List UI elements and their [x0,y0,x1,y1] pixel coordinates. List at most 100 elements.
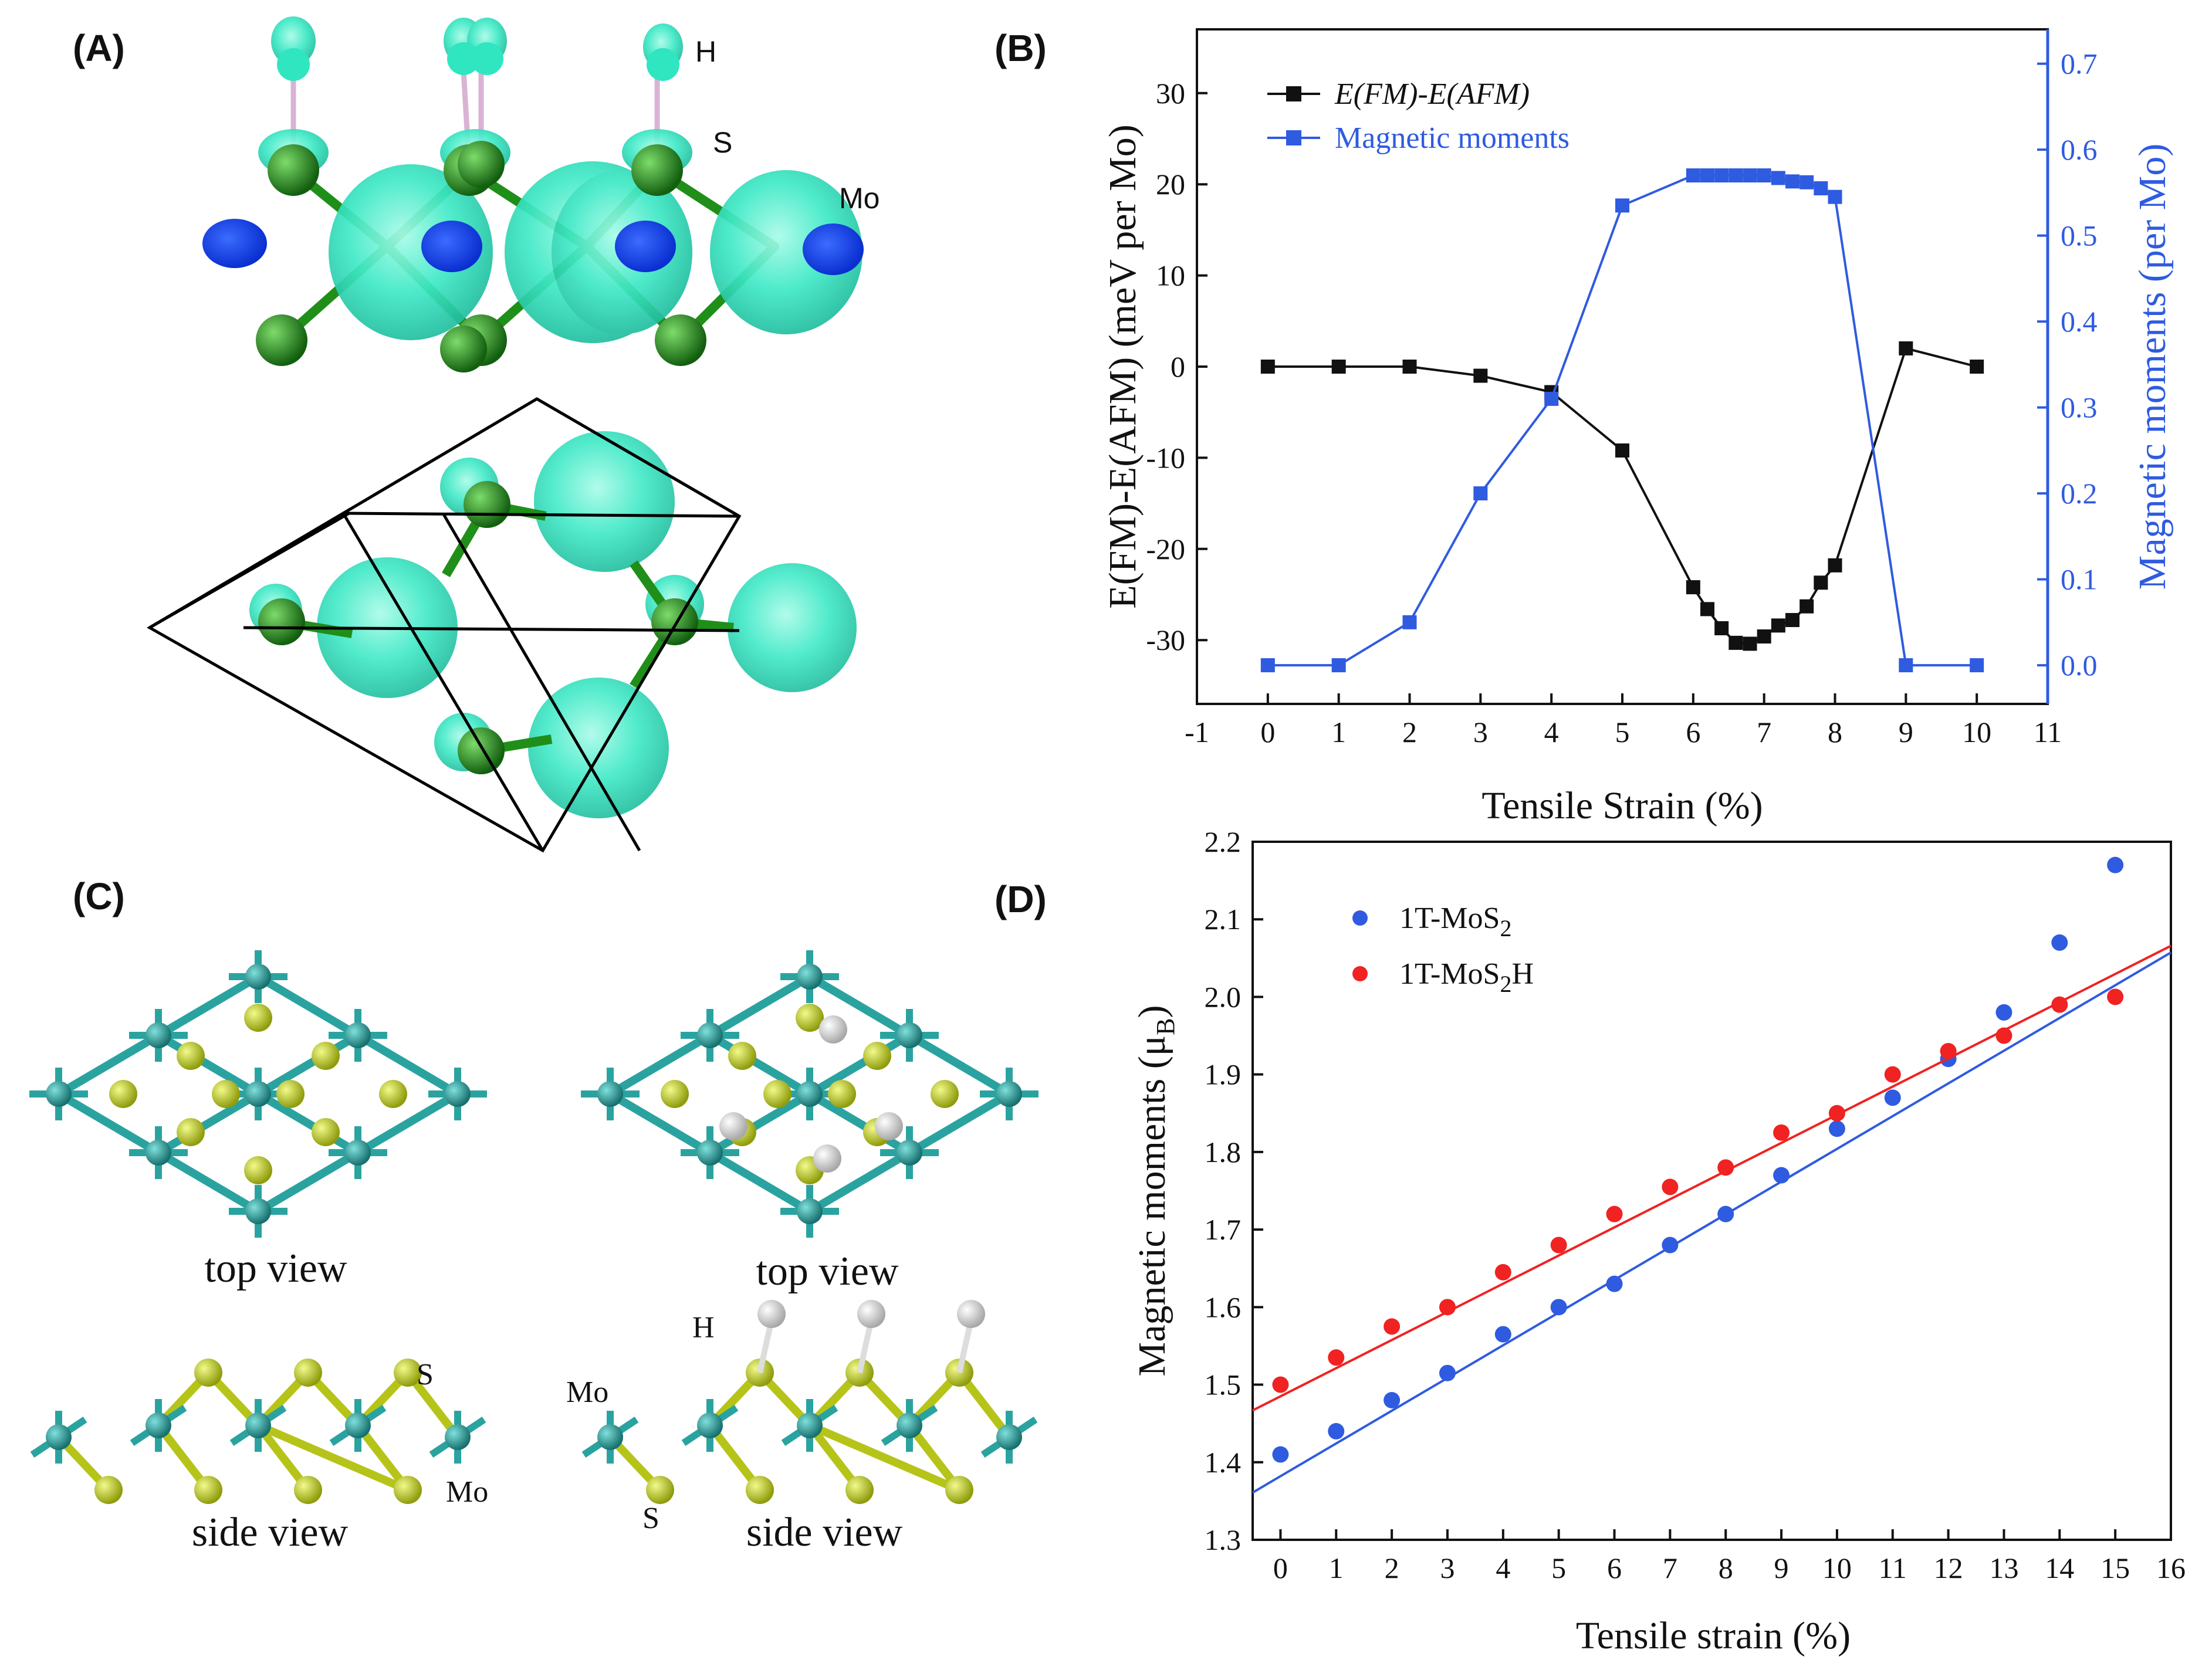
b-ytick-label-6: 30 [1156,77,1185,110]
mo-mo-bond [708,1031,812,1098]
b-ytick-label-3: 0 [1171,350,1185,383]
b-point-1-13 [1785,174,1800,189]
chart-d-y-title-sub: B [1151,1018,1180,1035]
b-point-1-6 [1686,168,1700,183]
s-atom [828,1080,856,1108]
legend-d-label-0-main: 1T-MoS [1399,902,1500,935]
b-ytick-right-label-0: 0.0 [2061,649,2098,682]
d-point-1-6 [1606,1205,1623,1222]
b-xtick-label-12: 11 [2034,716,2062,748]
s-atom [276,1080,305,1108]
d-point-0-13 [1995,1004,2012,1021]
b-ytick-right-label-3: 0.3 [2061,391,2098,424]
h-atom [957,1300,985,1328]
b-point-0-0 [1260,360,1275,374]
mo-atom [697,1413,723,1438]
s-h-bond [956,1319,974,1374]
view-label-side-right: side view [746,1510,903,1555]
view-label-top-right: top view [756,1249,898,1294]
s-atom [194,1476,222,1504]
mo-mo-bond [156,1031,261,1098]
d-xtick-label-15: 15 [2100,1552,2130,1584]
s-atom [379,1080,407,1108]
mo-atom [797,1413,823,1438]
s-atom [646,1476,674,1504]
mo-mo-bond [608,1031,712,1098]
s-h-bond [757,1319,774,1374]
mo-atom [245,1198,271,1224]
mo-mo-bond [156,1149,261,1215]
mo-mo-bond [256,1149,360,1215]
d-point-1-11 [1884,1066,1901,1083]
s-atom [212,1080,240,1108]
b-point-0-3 [1473,368,1488,383]
s-atom [177,1118,205,1146]
chart-b-x-axis: -1 0 1 2 3 4 5 6 7 8 9 10 11 [1185,693,2062,748]
chart-b-y-title-right: Magnetic moments (per Mo) [2131,144,2174,590]
s-atom [312,1042,340,1070]
b-point-0-11 [1757,629,1771,643]
d-point-0-7 [1662,1237,1679,1254]
d-xtick-label-2: 2 [1385,1552,1399,1584]
b-xtick-label-0: -1 [1185,716,1209,748]
chart-b-y-axis-left: -30 -20 -10 0 10 20 30 [1146,77,1207,656]
d-xtick-label-8: 8 [1719,1552,1733,1584]
d-point-0-15 [2107,856,2124,873]
mo-atom [46,1424,72,1450]
b-point-1-14 [1800,175,1814,189]
mo-mo-bond [708,1090,812,1157]
s-atom [294,1359,322,1387]
chart-d-y-title: Magnetic moments (μB) [1131,1005,1180,1377]
atom-label-s-right: S [642,1502,659,1535]
legend-b-marker-1 [1286,130,1301,145]
chart-d-x-axis: 0 1 2 3 4 5 6 7 8 9 10 11 12 13 14 15 16 [1273,1529,2186,1584]
panel-c-label: (C) [73,875,125,917]
panel-a: (A) [73,16,880,853]
d-xtick-label-4: 4 [1496,1552,1510,1584]
b-point-0-10 [1743,636,1757,651]
atom-label-h: H [695,35,716,68]
chart-b-x-title: Tensile Strain (%) [1481,784,1763,827]
d-point-1-9 [1773,1124,1790,1141]
mo-mo-bond [807,1090,912,1157]
mo-atom [996,1424,1022,1450]
b-point-0-13 [1785,613,1800,628]
mo-mo-bond [907,1031,1012,1098]
b-series-line-0 [1267,347,1977,645]
mo-mo-bond [608,1090,712,1157]
mo-cores [202,219,864,275]
d-ytick-label-1: 1.4 [1205,1446,1242,1479]
d-xtick-label-6: 6 [1607,1552,1622,1584]
s-atom [109,1080,137,1108]
mo-mo-bond [156,973,261,1039]
d-fit-line-1 [1252,944,2171,1412]
mo-mo-bond [907,1090,1012,1157]
atom-label-s-left: S [417,1358,434,1391]
b-point-1-0 [1260,658,1275,673]
panel-a-top-structure [147,397,857,853]
b-point-1-15 [1814,181,1828,196]
b-xtick-label-4: 3 [1473,716,1488,748]
b-point-1-18 [1970,658,1984,673]
mo-mo-bond [807,973,912,1039]
d-ytick-label-0: 1.3 [1205,1523,1242,1556]
d-ytick-label-2: 1.5 [1205,1369,1242,1401]
legend-d-marker-0 [1352,910,1368,926]
spin-density-clouds [258,16,862,343]
mo-atom [345,1413,371,1438]
legend-d-label-1-sub: 2 [1500,971,1511,997]
panel-a-side-structure: H S Mo [202,16,880,372]
b-ytick-label-1: -20 [1146,533,1185,565]
d-point-1-10 [1828,1105,1845,1122]
h-atom [813,1144,841,1173]
d-point-1-15 [2107,988,2124,1005]
h-atom [757,1300,786,1328]
b-xtick-label-1: 0 [1260,716,1275,748]
b-xtick-label-6: 5 [1615,716,1630,748]
b-point-0-18 [1970,360,1984,374]
b-point-0-16 [1828,558,1842,573]
b-point-1-16 [1828,189,1842,204]
mo-s-bond [808,1421,961,1494]
b-point-1-12 [1771,171,1785,185]
